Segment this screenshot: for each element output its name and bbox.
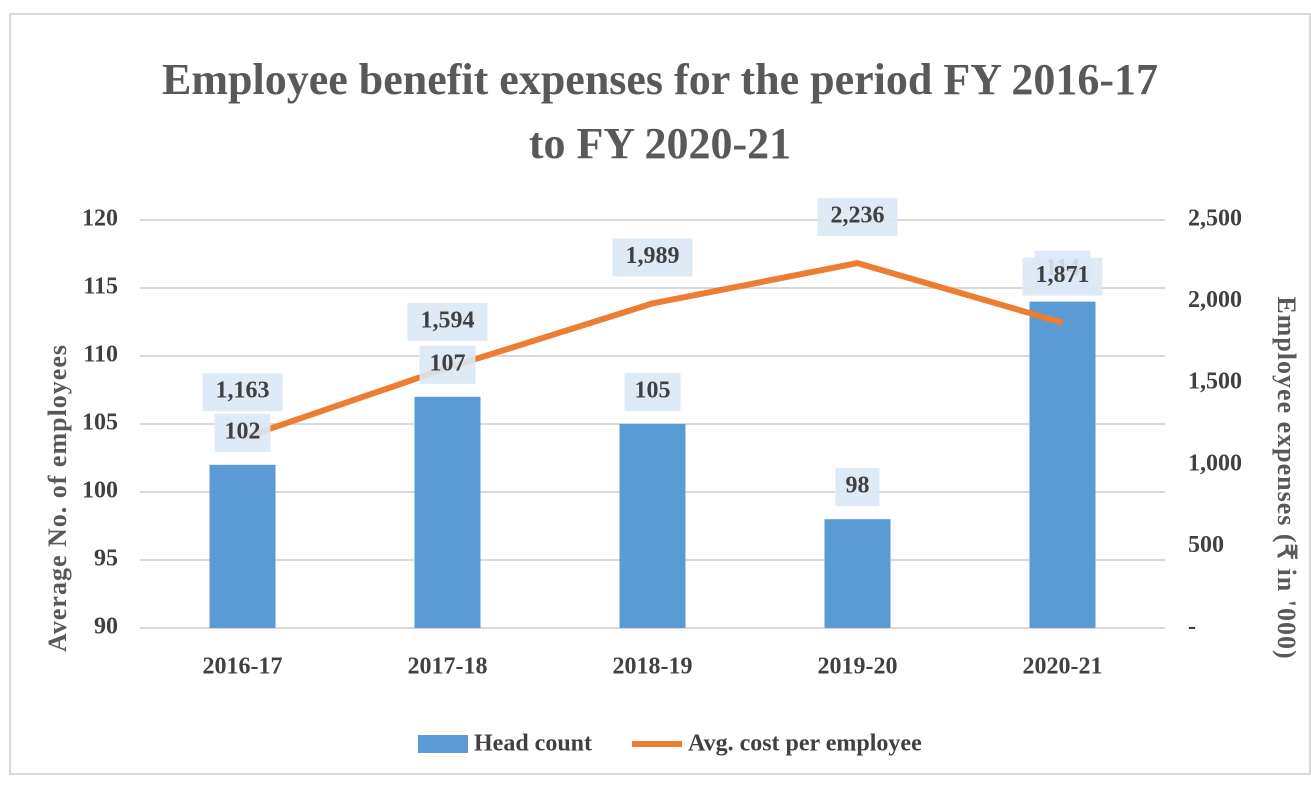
line-value-label: 1,871: [1036, 262, 1090, 288]
bar: [824, 519, 891, 628]
bar-value-label: 98: [846, 473, 870, 499]
x-tick-label: 2020-21: [1023, 654, 1103, 680]
x-tick-label: 2017-18: [408, 654, 488, 680]
data-label-box: [1022, 257, 1103, 296]
bar: [619, 424, 686, 628]
chart-title: Employee benefit expenses for the period…: [162, 55, 1158, 168]
bar-value-label: 105: [635, 378, 671, 404]
y-tick-label: 115: [83, 274, 118, 300]
line-value-label: 1,163: [216, 378, 270, 404]
x-tick-label: 2019-20: [818, 654, 898, 680]
y2-tick-label: -: [1188, 614, 1196, 640]
y-tick-label: 120: [82, 206, 118, 232]
x-tick-label: 2018-19: [613, 654, 693, 680]
y2-tick-label: 2,500: [1188, 206, 1242, 232]
data-label-box: [407, 302, 488, 341]
y-axis-title: Average No. of employees: [43, 344, 72, 652]
bar-value-label: 102: [225, 418, 261, 444]
data-label-box: [202, 373, 283, 412]
y2-tick-label: 2,000: [1188, 287, 1242, 313]
x-tick-label: 2016-17: [203, 654, 283, 680]
line: [241, 260, 1064, 442]
line-value-label: 1,594: [421, 307, 475, 333]
bar: [414, 396, 481, 628]
legend-label: Avg. cost per employee: [688, 731, 922, 757]
line-value-label: 1,989: [626, 243, 680, 269]
data-label-box: [817, 198, 898, 237]
y-tick-label: 95: [94, 546, 118, 572]
y2-tick-label: 1,500: [1188, 369, 1242, 395]
legend-swatch: [418, 735, 468, 753]
bar: [209, 464, 276, 628]
data-label-box: [835, 468, 880, 507]
y-tick-label: 90: [94, 614, 118, 640]
y-tick-label: 110: [83, 342, 118, 368]
y2-axis-title: Employee expenses (₹ in '000): [1272, 296, 1301, 659]
bar-value-label: 107: [430, 350, 466, 376]
y-tick-label: 100: [82, 478, 118, 504]
data-label-box: [624, 373, 681, 411]
y-tick-label: 105: [82, 410, 118, 436]
y2-tick-label: 500: [1188, 532, 1224, 558]
y2-tick-label: 1,000: [1188, 450, 1242, 476]
legend-label: Head count: [474, 731, 592, 757]
line-value-label: 2,236: [831, 203, 885, 229]
bar: [1029, 301, 1096, 628]
data-label-box: [612, 238, 693, 277]
data-label-box: [214, 413, 271, 452]
data-label-box: [419, 345, 476, 384]
chart-frame: [9, 13, 1311, 775]
